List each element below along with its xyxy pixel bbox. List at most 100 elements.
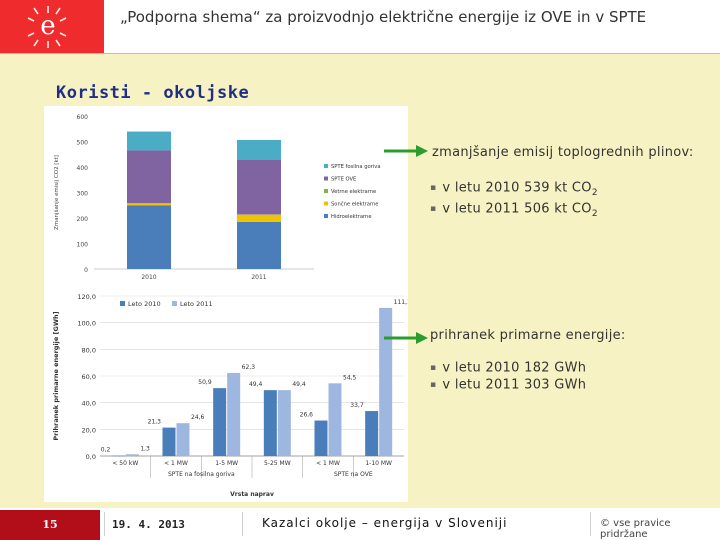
data-label: 49,4 (249, 381, 263, 388)
legend-label: SPTE fosilna goriva (331, 164, 381, 170)
legend-swatch (324, 201, 328, 206)
list-item: ▪ v letu 2011 303 GWh (430, 377, 587, 392)
bar (213, 388, 227, 456)
emissions-chart: 0 100 200 300 400 500 600 Zmanjšanje emisij CO2… (44, 106, 408, 286)
bar-segment (237, 159, 281, 215)
bar-segment (127, 150, 171, 204)
bar-segment (127, 131, 171, 151)
x-tick-label: 2010 (141, 274, 156, 281)
bullet-icon: ▪ (430, 204, 437, 215)
bullet-icon: ▪ (430, 379, 437, 390)
bar (277, 390, 291, 456)
y-axis-label: Zmanjšanje emisij CO2 [kt] (53, 155, 60, 230)
legend-swatch (172, 301, 177, 306)
legend-swatch (324, 164, 328, 168)
y-axis-label: Prihranek primarne energije [GWh] (52, 311, 60, 440)
data-label: 0,2 (101, 447, 111, 454)
legend-label: Vetrne elektrarne (331, 189, 376, 195)
logo-graphic: e (27, 6, 67, 48)
legend-label: Sončne elektrarne (331, 201, 378, 208)
data-label: 111,1 (394, 299, 408, 306)
footer-source: Kazalci okolje – energija v Sloveniji (262, 516, 508, 530)
y-tick-label: 0,0 (86, 453, 96, 461)
bar (379, 307, 393, 456)
data-label: 33,7 (350, 402, 364, 409)
legend-swatch (324, 214, 328, 218)
y-tick-label: 80,0 (82, 346, 96, 354)
x-tick-label: 5-25 MW (264, 460, 291, 467)
data-label: 26,6 (300, 412, 314, 419)
bar (314, 420, 328, 456)
bullet-icon: ▪ (430, 363, 437, 373)
energy-heading: prihranek primarne energije: (430, 328, 626, 343)
y-tick-label: 100,0 (77, 320, 96, 328)
x-tick-label: < 50 kW (112, 460, 138, 467)
data-label: 54,5 (343, 374, 357, 381)
footer-divider (242, 512, 243, 536)
y-tick-label: 500 (77, 140, 89, 147)
energy-list: ▪ v letu 2010 182 GWh ▪ v letu 2011 303 GW… (430, 360, 586, 393)
bullet-icon: ▪ (430, 183, 437, 193)
bar (176, 423, 190, 456)
section-title: Koristi - okoljske (56, 83, 250, 103)
header-divider (0, 53, 720, 54)
y-tick-label: 600 (77, 114, 89, 121)
bar (111, 455, 125, 457)
emissions-heading: zmanjšanje emisij toplogrednih plinov: (432, 145, 694, 160)
data-label: 62,3 (242, 364, 256, 371)
group-label: SPTE na OVE (334, 471, 373, 478)
bar-segment (127, 203, 171, 206)
legend-label: Leto 2010 (128, 300, 161, 308)
footer-divider (590, 512, 591, 536)
page-number: 15 (42, 518, 58, 531)
x-tick-label: < 1 MW (316, 460, 340, 467)
bar-segment (237, 214, 281, 222)
legend-swatch (324, 189, 328, 193)
energy-savings-chart-svg: 0,0 20,0 40,0 60,0 80,0 100,0 120,0 Prihranek p… (52, 293, 411, 498)
data-label: 49,4 (292, 381, 306, 388)
bar (328, 383, 342, 456)
footer-copyright: © vse pravice pridržane (600, 518, 671, 540)
y-tick-label: 100 (77, 242, 89, 249)
footer-divider (104, 512, 105, 536)
footer-date: 19. 4. 2013 (112, 518, 185, 531)
logo: e (0, 0, 104, 54)
x-tick-label: 1-10 MW (365, 460, 392, 467)
list-item: ▪ v letu 2010 539 kt CO2 (430, 180, 598, 199)
bar (263, 390, 277, 456)
legend-swatch (120, 301, 125, 306)
bar-segment (127, 205, 171, 269)
group-label: SPTE na fosilna goriva (168, 471, 235, 478)
y-tick-label: 200 (77, 216, 89, 223)
y-tick-label: 0 (84, 267, 88, 274)
y-tick-label: 40,0 (82, 400, 96, 408)
x-axis-label: Vrsta naprav (230, 491, 274, 498)
arrow-right-icon (384, 332, 428, 344)
data-label: 50,9 (198, 379, 212, 386)
logo-letter: e (40, 11, 55, 41)
page-title: „Podporna shema“ za proizvodnjo električ… (120, 8, 647, 26)
list-item: ▪ v letu 2010 182 GWh (430, 360, 587, 376)
legend-label: Hidroelektrarne (331, 214, 372, 220)
legend-label: SPTE OVE (331, 177, 356, 183)
y-tick-label: 300 (77, 191, 89, 198)
bar (125, 454, 139, 456)
data-label: 1,3 (140, 445, 150, 452)
legend-label: Leto 2011 (180, 300, 213, 308)
arrow-right-icon (384, 145, 428, 157)
energy-savings-chart: 0,0 20,0 40,0 60,0 80,0 100,0 120,0 Prihranek p… (44, 286, 411, 502)
bar (227, 372, 241, 456)
y-tick-label: 120,0 (77, 293, 96, 301)
footer (0, 508, 720, 540)
data-label: 24,6 (191, 414, 205, 421)
bar-segment (237, 221, 281, 269)
list-item: ▪ v letu 2011 506 kt CO2 (430, 201, 598, 220)
x-tick-label: < 1 MW (164, 460, 188, 467)
legend-swatch (324, 176, 328, 181)
bar (365, 411, 379, 456)
bar (162, 427, 176, 456)
emissions-chart-svg: 0 100 200 300 400 500 600 Zmanjšanje emisij CO2… (53, 114, 381, 281)
data-label: 21,3 (148, 419, 162, 426)
x-tick-label: 2011 (251, 274, 266, 281)
emissions-list: ▪ v letu 2010 539 kt CO2 ▪ v letu 2011 506… (430, 180, 598, 222)
